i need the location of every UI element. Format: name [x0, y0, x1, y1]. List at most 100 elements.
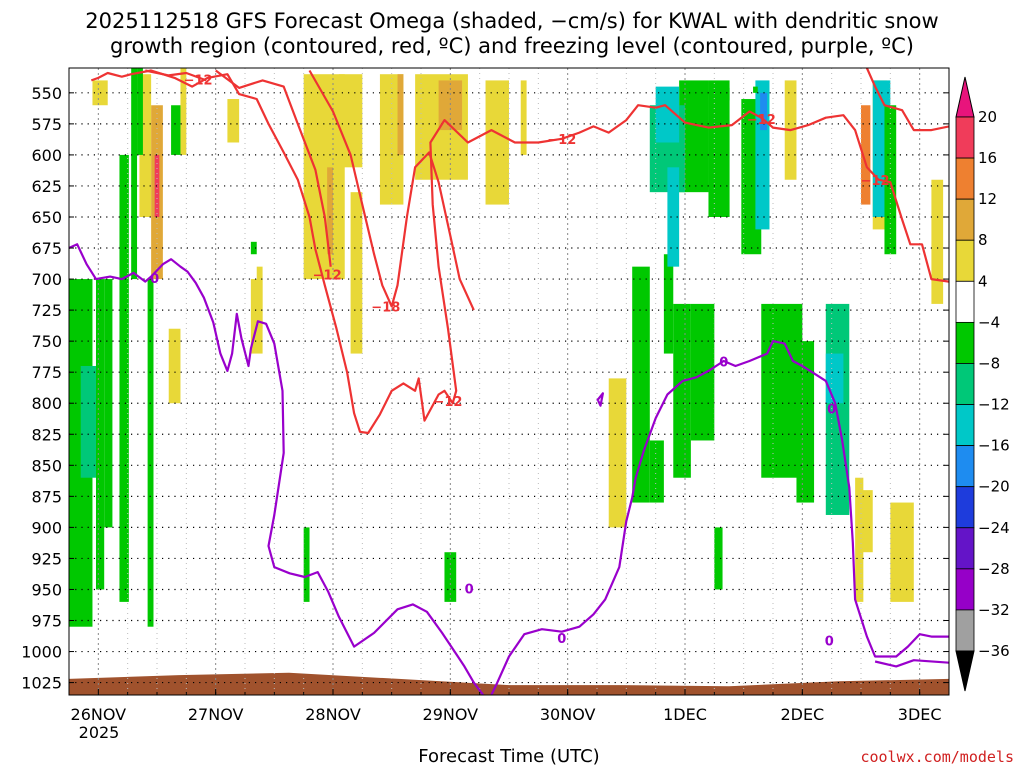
contour-label: 0 — [827, 402, 836, 417]
dendritic-line — [215, 69, 332, 267]
colorbar-swatch — [955, 116, 975, 159]
omega-cell — [884, 105, 897, 255]
chart-title-line1: 2025112518 GFS Forecast Omega (shaded, −… — [85, 9, 938, 33]
colorbar-label: 16 — [978, 149, 997, 167]
omega-cell — [397, 74, 404, 155]
colorbar-bottom-arrow — [955, 650, 975, 692]
y-tick-label: 875 — [31, 487, 62, 506]
credit-text: coolwx.com/models — [860, 748, 1014, 766]
omega-cell — [485, 80, 509, 205]
y-tick-label: 1000 — [21, 643, 62, 662]
omega-cell — [119, 154, 129, 602]
freezing-level-line — [874, 659, 949, 668]
omega-cell — [649, 440, 664, 503]
contour-label: 0 — [465, 582, 474, 597]
colorbar-swatch — [955, 280, 975, 323]
dendritic-line — [308, 69, 475, 311]
omega-cell — [104, 279, 113, 528]
dendritic-line — [865, 68, 949, 132]
y-tick-label: 600 — [31, 146, 62, 165]
colorbar-label: 4 — [978, 272, 988, 290]
freezing-level-line — [69, 243, 485, 695]
y-tick-label: 1025 — [21, 674, 62, 693]
contour-label: −12 — [184, 73, 213, 88]
colorbar-label: −4 — [978, 313, 1000, 331]
omega-cell — [825, 353, 844, 404]
x-tick-label: 26NOV — [71, 705, 127, 724]
contour-label: −12 — [547, 133, 576, 148]
omega-cell — [350, 192, 363, 354]
colorbar-swatch — [955, 568, 975, 611]
y-tick-label: 925 — [31, 549, 62, 568]
y-tick-label: 850 — [31, 456, 62, 475]
x-axis: 26NOV 27NOV 28NOV 29NOV 30NOV 1DEC 2DEC 3DEC — [71, 689, 942, 724]
omega-cell — [608, 378, 627, 528]
x-axis-label: Forecast Time (UTC) — [418, 746, 599, 767]
y-tick-label: 975 — [31, 612, 62, 631]
x-tick-label: 28NOV — [305, 705, 361, 724]
omega-cell — [147, 279, 154, 627]
colorbar-label: −8 — [978, 354, 1000, 372]
y-tick-label: 800 — [31, 394, 62, 413]
colorbar-swatch — [955, 239, 975, 282]
omega-cell — [227, 99, 240, 143]
contours — [69, 68, 949, 695]
y-tick-label: 950 — [31, 580, 62, 599]
colorbar-swatch — [955, 321, 975, 364]
x-tick-label: 3DEC — [898, 705, 942, 724]
omega-cell — [171, 105, 181, 155]
x-tick-label: 2DEC — [780, 705, 824, 724]
omega-cell — [796, 341, 815, 503]
omega-cell — [327, 167, 333, 255]
colorbar-swatch — [955, 404, 975, 447]
omega-cell — [250, 241, 257, 255]
contour-label: −18 — [371, 301, 400, 316]
y-tick-label: 550 — [31, 84, 62, 103]
x-tick-label: 1DEC — [663, 705, 707, 724]
colorbar-label: 12 — [978, 190, 997, 208]
y-tick-label: 625 — [31, 177, 62, 196]
omega-cell — [890, 502, 914, 602]
y-tick-label: 775 — [31, 363, 62, 382]
y-tick-label: 700 — [31, 270, 62, 289]
omega-cell — [168, 328, 181, 404]
omega-cell — [137, 68, 143, 155]
colorbar-swatch — [955, 157, 975, 200]
omega-cell — [303, 74, 345, 280]
omega-cell — [256, 266, 263, 329]
colorbar-top-arrow — [955, 76, 975, 118]
y-tick-label: 825 — [31, 425, 62, 444]
colorbar-label: −24 — [978, 519, 1010, 537]
chart-title-line2: growth region (contoured, red, ºC) and f… — [110, 34, 914, 58]
omega-cell — [761, 303, 803, 478]
omega-cell — [760, 92, 768, 131]
colorbar-swatch — [955, 527, 975, 570]
omega-cell — [180, 68, 187, 155]
omega-cell — [444, 552, 457, 602]
x-tick-label: 27NOV — [188, 705, 244, 724]
y-tick-label: 900 — [31, 518, 62, 537]
omega-cell — [720, 87, 730, 101]
contour-label: −12 — [747, 113, 776, 128]
colorbar-swatch — [955, 486, 975, 529]
y-tick-label: 575 — [31, 115, 62, 134]
colorbar-swatch — [955, 609, 975, 652]
omega-cell — [438, 80, 463, 131]
omega-cell — [655, 86, 680, 143]
colorbar-swatch — [955, 445, 975, 488]
contour-labels: 0 0 0 0 0 0 −12 −12 −18 −12 −12 −12 −12 — [150, 73, 889, 649]
contour-label: 0 — [150, 272, 159, 287]
terrain-fill — [69, 672, 949, 695]
contour-label: 0 — [557, 632, 566, 647]
contour-label: −12 — [313, 268, 342, 283]
omega-cell — [667, 167, 680, 267]
omega-cell — [303, 527, 310, 602]
omega-cell — [855, 477, 864, 602]
y-tick-label: 725 — [31, 301, 62, 320]
freezing-level-line — [596, 392, 605, 407]
omega-cell — [520, 80, 527, 155]
colorbar-label: 20 — [978, 108, 997, 126]
terrain-area — [69, 672, 949, 695]
omega-cell — [714, 527, 723, 590]
